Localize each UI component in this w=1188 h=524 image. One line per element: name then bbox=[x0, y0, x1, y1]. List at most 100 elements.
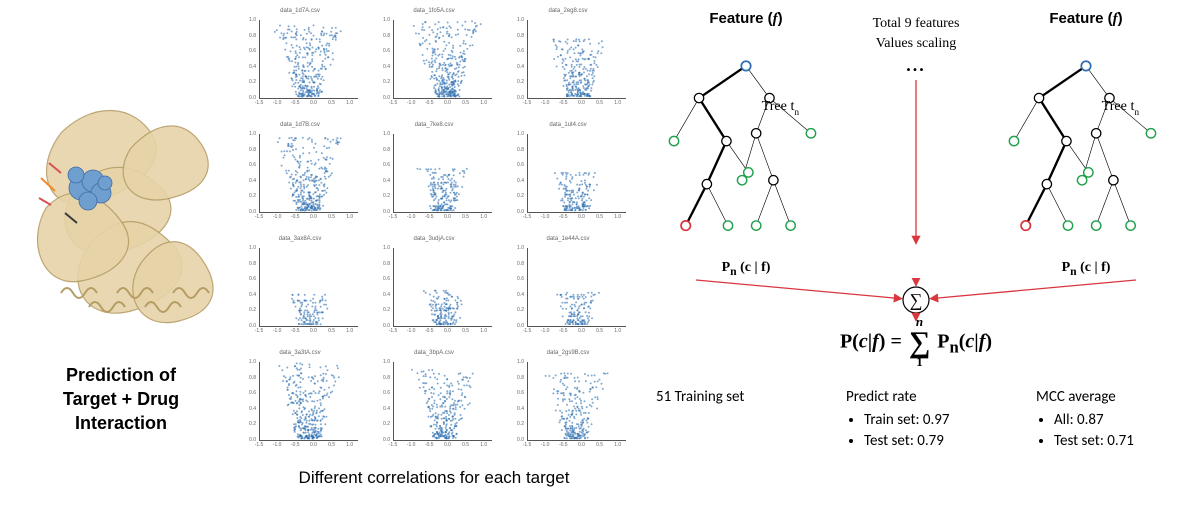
ytick: 0.0 bbox=[507, 437, 524, 443]
ytick: 0.8 bbox=[373, 33, 390, 39]
xtick: -1.0 bbox=[273, 214, 282, 220]
left-caption: Prediction ofTarget + DrugInteraction bbox=[63, 363, 179, 436]
panel-title: data_2gs9B.csv bbox=[507, 350, 629, 356]
ytick: 0.4 bbox=[507, 292, 524, 298]
xtick: -1.0 bbox=[541, 100, 550, 106]
ytick: 0.0 bbox=[239, 95, 256, 101]
xtick: 0.0 bbox=[310, 100, 317, 106]
metrics-title-2: Predict rate bbox=[846, 388, 986, 406]
xtick: -0.5 bbox=[425, 328, 434, 334]
scatter-panel: data_1ut4.csv0.00.20.40.60.81.0-1.5-1.0-… bbox=[507, 124, 629, 226]
ytick: 0.8 bbox=[507, 33, 524, 39]
feature-post: ) bbox=[778, 10, 783, 27]
ytick: 0.4 bbox=[239, 64, 256, 70]
ytick: 0.6 bbox=[239, 162, 256, 168]
xtick: -0.5 bbox=[425, 214, 434, 220]
xtick: -1.0 bbox=[273, 100, 282, 106]
ytick: 0.0 bbox=[507, 323, 524, 329]
xtick: 1.0 bbox=[614, 442, 621, 448]
scatter-caption: Different correlations for each target bbox=[299, 468, 570, 488]
ytick: 0.0 bbox=[239, 437, 256, 443]
xtick: 1.0 bbox=[480, 214, 487, 220]
panel-title: data_3ax8A.csv bbox=[239, 236, 361, 242]
ytick: 0.2 bbox=[239, 421, 256, 427]
metrics-item: Test set: 0.71 bbox=[1054, 431, 1176, 452]
scatter-svg bbox=[259, 362, 357, 440]
ytick: 0.6 bbox=[239, 48, 256, 54]
center-notes: Total 9 features Values scaling ... bbox=[836, 14, 996, 255]
xtick: 0.0 bbox=[310, 328, 317, 334]
ytick: 0.6 bbox=[239, 390, 256, 396]
xtick: 1.0 bbox=[346, 442, 353, 448]
ytick: 0.2 bbox=[373, 193, 390, 199]
xtick: 0.5 bbox=[596, 442, 603, 448]
xtick: 0.0 bbox=[444, 100, 451, 106]
ellipsis: ... bbox=[836, 53, 996, 78]
xtick: -1.5 bbox=[389, 328, 398, 334]
scatter-panel: data_1fo5A.csv0.00.20.40.60.81.0-1.5-1.0… bbox=[373, 10, 495, 112]
xtick: -1.5 bbox=[523, 442, 532, 448]
ytick: 0.8 bbox=[507, 261, 524, 267]
scatter-svg bbox=[259, 248, 357, 326]
ytick: 0.2 bbox=[239, 307, 256, 313]
svg-text:Tree tn: Tree tn bbox=[762, 98, 800, 118]
scatter-panel: data_2eg8.csv0.00.20.40.60.81.0-1.5-1.0-… bbox=[507, 10, 629, 112]
center-line1: Total 9 features bbox=[836, 14, 996, 34]
panel-title: data_1fo5A.csv bbox=[373, 8, 495, 14]
ytick: 0.0 bbox=[373, 437, 390, 443]
xtick: -1.0 bbox=[273, 328, 282, 334]
ytick: 0.8 bbox=[239, 147, 256, 153]
ytick: 0.4 bbox=[373, 406, 390, 412]
ytick: 0.0 bbox=[507, 209, 524, 215]
scatter-panel: data_2gs9B.csv0.00.20.40.60.81.0-1.5-1.0… bbox=[507, 352, 629, 454]
ytick: 0.2 bbox=[373, 79, 390, 85]
ytick: 1.0 bbox=[239, 245, 256, 251]
ytick: 0.8 bbox=[239, 33, 256, 39]
ytick: 0.4 bbox=[507, 406, 524, 412]
ytick: 1.0 bbox=[507, 245, 524, 251]
ytick: 0.4 bbox=[239, 406, 256, 412]
xtick: 0.0 bbox=[310, 442, 317, 448]
xtick: 0.0 bbox=[578, 214, 585, 220]
xtick: -1.0 bbox=[407, 100, 416, 106]
xtick: -1.0 bbox=[407, 442, 416, 448]
ytick: 1.0 bbox=[507, 17, 524, 23]
ytick: 0.8 bbox=[239, 375, 256, 381]
scatter-grid: data_1d7A.csv 0.0 0.2 0.4 0.6 0.8 1.0 -1.5 -1.0 -… bbox=[239, 10, 629, 454]
panel-title: data_2eg8.csv bbox=[507, 8, 629, 14]
xtick: 0.0 bbox=[444, 442, 451, 448]
scatter-panel: data_3bpA.csv0.00.20.40.60.81.0-1.5-1.0-… bbox=[373, 352, 495, 454]
xtick: -0.5 bbox=[425, 100, 434, 106]
right-column: Feature (f) Tree tn Pn (c | f) Total 9 f… bbox=[656, 10, 1176, 518]
scatter-svg bbox=[259, 20, 357, 98]
ytick: 1.0 bbox=[507, 359, 524, 365]
svg-text:∑: ∑ bbox=[910, 290, 923, 310]
center-line2: Values scaling bbox=[836, 34, 996, 54]
scatter-panel: data_1e44A.csv0.00.20.40.60.81.0-1.5-1.0… bbox=[507, 238, 629, 340]
panel-title: data_1d7A.csv bbox=[239, 8, 361, 14]
scatter-svg bbox=[393, 362, 491, 440]
panel-title: data_7ke8.csv bbox=[373, 122, 495, 128]
equation: P(c|f) = n∑1 Pn(c|f) bbox=[656, 328, 1176, 358]
ytick: 1.0 bbox=[507, 131, 524, 137]
xtick: -1.0 bbox=[273, 442, 282, 448]
center-arrow bbox=[906, 78, 926, 248]
xtick: -1.5 bbox=[389, 214, 398, 220]
xtick: -1.0 bbox=[541, 328, 550, 334]
ytick: 1.0 bbox=[373, 17, 390, 23]
metrics-title-3: MCC average bbox=[1036, 388, 1176, 406]
xtick: -1.5 bbox=[255, 100, 264, 106]
xtick: 0.0 bbox=[578, 328, 585, 334]
ytick: 0.8 bbox=[507, 375, 524, 381]
scatter-panel: data_1d7A.csv0.00.20.40.60.81.0-1.5-1.0-… bbox=[239, 10, 361, 112]
ytick: 0.6 bbox=[507, 48, 524, 54]
ytick: 0.6 bbox=[239, 276, 256, 282]
ytick: 0.8 bbox=[373, 261, 390, 267]
xtick: -0.5 bbox=[559, 442, 568, 448]
xtick: -1.5 bbox=[389, 442, 398, 448]
xtick: 0.5 bbox=[462, 100, 469, 106]
panel-title: data_1e44A.csv bbox=[507, 236, 629, 242]
protein-structure bbox=[21, 93, 221, 353]
ytick: 0.8 bbox=[507, 147, 524, 153]
xtick: -1.0 bbox=[407, 214, 416, 220]
